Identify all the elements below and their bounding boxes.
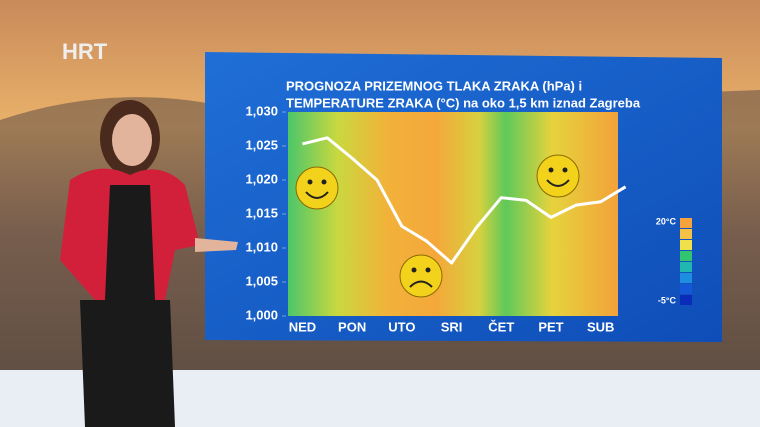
presenter [60,100,238,427]
x-tick-label: PON [338,319,366,334]
legend-label: -5°C [658,295,677,305]
logo: HRT [62,39,108,64]
sad-face [399,254,443,298]
y-tick-label: 1,010 [245,239,278,254]
x-tick-label: SUB [587,319,614,334]
smiley [295,166,339,210]
pressure-line [302,136,627,265]
y-tick-label: 1,020 [245,171,278,186]
temperature-swatch [680,218,692,228]
y-tick-label: 1,015 [245,205,278,220]
chart-title: TEMPERATURE ZRAKA (°C) na oko 1,5 km izn… [286,95,641,110]
legend-label: 20°C [656,216,677,226]
y-tick-label: 1,030 [245,103,278,118]
x-tick-label: ČET [488,319,514,334]
temperature-swatch [680,240,692,250]
x-tick-label: NED [289,319,316,334]
temperature-swatch [680,273,692,283]
y-tick-label: 1,005 [245,273,278,288]
temperature-swatch [680,229,692,239]
temperature-swatch [680,284,692,294]
temperature-swatch [680,262,692,272]
smiley [536,154,580,198]
chart-title: PROGNOZA PRIZEMNOG TLAKA ZRAKA (hPa) i [286,78,582,93]
plot-area [288,112,618,316]
y-tick-label: 1,025 [245,137,278,152]
temperature-swatch [680,295,692,305]
x-tick-label: SRI [441,319,463,334]
temperature-swatch [680,251,692,261]
y-tick-label: 1,000 [245,307,278,322]
x-tick-label: UTO [388,319,415,334]
x-tick-label: PET [538,319,563,334]
